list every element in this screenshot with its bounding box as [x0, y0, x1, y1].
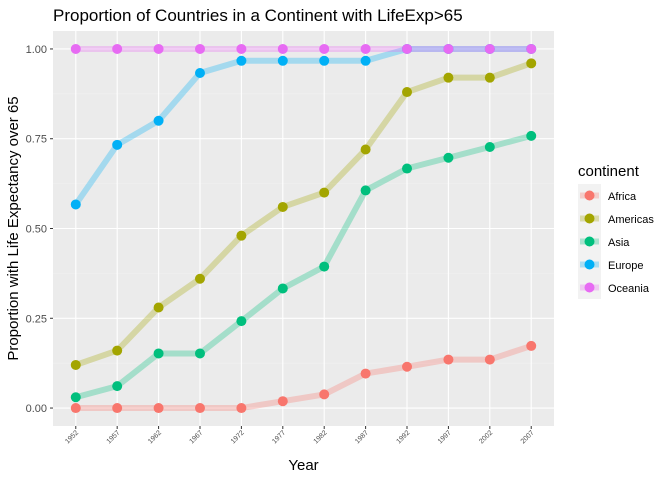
- x-tick-label: 1962: [147, 429, 163, 445]
- x-tick-label: 1977: [271, 429, 287, 445]
- series-line-europe: [72, 45, 535, 208]
- data-point-europe: [70, 199, 81, 210]
- data-point-europe: [112, 139, 123, 150]
- data-point-americas: [484, 72, 495, 83]
- data-point-americas: [443, 72, 454, 83]
- data-point-americas: [319, 187, 330, 198]
- y-tick-label: 1.00: [26, 44, 47, 56]
- data-point-africa: [277, 396, 288, 407]
- data-point-oceania: [526, 43, 537, 54]
- data-point-oceania: [484, 43, 495, 54]
- series-line-americas: [72, 60, 535, 368]
- data-point-europe: [236, 55, 247, 66]
- data-point-europe: [319, 55, 330, 66]
- data-point-asia: [194, 348, 205, 359]
- legend-label-africa: Africa: [608, 191, 637, 203]
- x-tick-label: 1967: [188, 429, 204, 445]
- y-tick-label: 0.25: [26, 313, 47, 325]
- y-tick-label: 0.50: [26, 224, 47, 236]
- data-point-africa: [443, 354, 454, 365]
- x-tick-label: 1972: [230, 429, 246, 445]
- data-point-asia: [402, 163, 413, 174]
- grid-minor: [53, 93, 554, 364]
- data-point-oceania: [443, 43, 454, 54]
- data-point-asia: [360, 185, 371, 196]
- data-point-africa: [484, 354, 495, 365]
- data-point-asia: [112, 381, 123, 392]
- data-point-africa: [194, 403, 205, 414]
- data-point-africa: [70, 403, 81, 414]
- y-tick-label: 0.00: [26, 403, 47, 415]
- data-point-europe: [194, 68, 205, 79]
- legend-key-point-oceania: [584, 282, 595, 293]
- data-point-europe: [360, 55, 371, 66]
- legend: continent Africa Americas Asia Europe Oceani…: [578, 163, 654, 299]
- data-point-asia: [443, 152, 454, 163]
- x-tick-label: 1982: [313, 429, 329, 445]
- data-point-oceania: [360, 43, 371, 54]
- y-axis-label: Proportion with Life Expectancy over 65: [5, 96, 22, 360]
- data-point-americas: [112, 345, 123, 356]
- data-point-africa: [319, 389, 330, 400]
- data-point-asia: [484, 141, 495, 152]
- data-point-africa: [153, 403, 164, 414]
- data-point-oceania: [236, 43, 247, 54]
- data-point-americas: [236, 230, 247, 241]
- chart-title: Proportion of Countries in a Continent w…: [53, 6, 463, 25]
- series-points: [70, 43, 537, 414]
- data-point-oceania: [277, 43, 288, 54]
- data-point-oceania: [153, 43, 164, 54]
- series-line-asia: [72, 132, 535, 401]
- x-tick-label: 1952: [64, 429, 80, 445]
- series-line-africa: [72, 342, 535, 412]
- data-point-africa: [402, 361, 413, 372]
- data-point-asia: [236, 316, 247, 327]
- legend-label-americas: Americas: [608, 214, 654, 226]
- x-tick-label: 2002: [478, 429, 494, 445]
- data-point-africa: [526, 340, 537, 351]
- x-axis-label: Year: [288, 457, 318, 474]
- legend-label-asia: Asia: [608, 237, 630, 249]
- data-point-americas: [402, 87, 413, 98]
- data-point-americas: [70, 359, 81, 370]
- legend-key-point-africa: [584, 190, 595, 201]
- data-point-europe: [277, 55, 288, 66]
- data-point-asia: [526, 130, 537, 141]
- data-point-americas: [360, 144, 371, 155]
- legend-label-oceania: Oceania: [608, 283, 650, 295]
- series-lines: [72, 45, 535, 412]
- x-tick-label: 1997: [437, 429, 453, 445]
- data-point-asia: [153, 348, 164, 359]
- data-point-oceania: [402, 43, 413, 54]
- data-point-africa: [360, 368, 371, 379]
- data-point-europe: [153, 115, 164, 126]
- data-point-oceania: [70, 43, 81, 54]
- data-point-oceania: [112, 43, 123, 54]
- legend-label-europe: Europe: [608, 260, 643, 272]
- y-axis: 0.00 0.25 0.50 0.75 1.00: [26, 44, 53, 415]
- data-point-asia: [70, 392, 81, 403]
- data-point-asia: [319, 261, 330, 272]
- y-tick-label: 0.75: [26, 134, 47, 146]
- x-tick-label: 2007: [520, 429, 536, 445]
- legend-key-point-europe: [584, 259, 595, 270]
- data-point-americas: [153, 302, 164, 313]
- data-point-africa: [236, 403, 247, 414]
- data-point-americas: [526, 58, 537, 69]
- x-axis: 1952 1957 1962 1967 1972 1977 1982 1987 1992 1997…: [64, 426, 536, 445]
- legend-key-point-americas: [584, 213, 595, 224]
- data-point-americas: [194, 273, 205, 284]
- legend-title: continent: [578, 163, 640, 180]
- x-tick-label: 1992: [395, 429, 411, 445]
- x-tick-label: 1957: [106, 429, 122, 445]
- data-point-asia: [277, 283, 288, 294]
- data-point-americas: [277, 201, 288, 212]
- legend-key-point-asia: [584, 236, 595, 247]
- data-point-oceania: [194, 43, 205, 54]
- data-point-africa: [112, 403, 123, 414]
- x-tick-label: 1987: [354, 429, 370, 445]
- data-point-oceania: [319, 43, 330, 54]
